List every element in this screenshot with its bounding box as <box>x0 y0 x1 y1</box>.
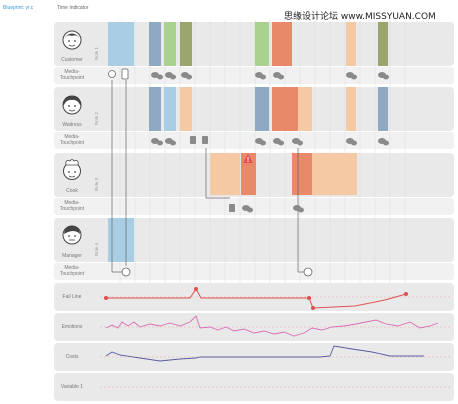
waitress-step-card[interactable] <box>298 87 312 131</box>
customer-step-card[interactable] <box>108 22 134 66</box>
waitress-step-card[interactable] <box>149 87 161 131</box>
customer-step-card[interactable] <box>180 22 192 66</box>
lane-label-cook: Cook <box>66 188 78 194</box>
metric-label-emotions: Emotions <box>61 324 83 330</box>
customer-step-card[interactable] <box>346 22 356 66</box>
manager-avatar-icon <box>62 225 82 245</box>
waitress-avatar-icon <box>62 95 82 115</box>
waitress-step-card[interactable] <box>272 87 298 131</box>
customer-step-card[interactable] <box>149 22 161 66</box>
cook-avatar-icon <box>63 159 81 180</box>
waitress-step-card[interactable] <box>346 87 356 131</box>
cook-step-card[interactable] <box>241 153 256 195</box>
cook-step-card[interactable] <box>292 153 312 195</box>
cook-step-card[interactable] <box>312 153 357 195</box>
watermark: 思缘设计论坛 www.MISSYUAN.COM <box>284 12 436 22</box>
manager-touchpoint-row <box>54 263 454 280</box>
customer-step-card[interactable] <box>378 22 388 66</box>
touchpoint-label-2: Media- Touchpoint <box>59 134 85 146</box>
touchpoint-label-4: Media- Touchpoint <box>59 265 85 277</box>
waitress-step-card[interactable] <box>378 87 388 131</box>
cook-touchpoint-row <box>54 198 454 215</box>
lane-label-waitress: Waitress <box>62 122 82 128</box>
customer-step-card[interactable] <box>272 22 292 66</box>
customer-step-card[interactable] <box>164 22 176 66</box>
metric-label-costs: Costs <box>65 354 79 360</box>
waitress-step-card[interactable] <box>180 87 192 131</box>
metric-label-variable1: Variable 1 <box>60 384 84 390</box>
customer-avatar-icon <box>62 30 82 50</box>
touchpoint-label-1: Media- Touchpoint <box>59 69 85 81</box>
metric-label-fail-line: Fail Line <box>62 294 82 300</box>
touchpoint-label-3: Media- Touchpoint <box>59 200 85 212</box>
time-indicator-label: Time Indicator <box>57 5 89 11</box>
lane-label-customer: Customer <box>61 57 83 63</box>
blueprint-label: Blueprint: yr.c <box>3 5 34 11</box>
warning-icon <box>243 154 253 163</box>
waitress-step-card[interactable] <box>255 87 269 131</box>
customer-step-card[interactable] <box>255 22 269 66</box>
cook-step-card[interactable] <box>210 153 240 195</box>
lane-label-manager: Manager <box>62 253 82 259</box>
customer-touchpoint-row <box>54 67 454 84</box>
waitress-step-card[interactable] <box>164 87 176 131</box>
